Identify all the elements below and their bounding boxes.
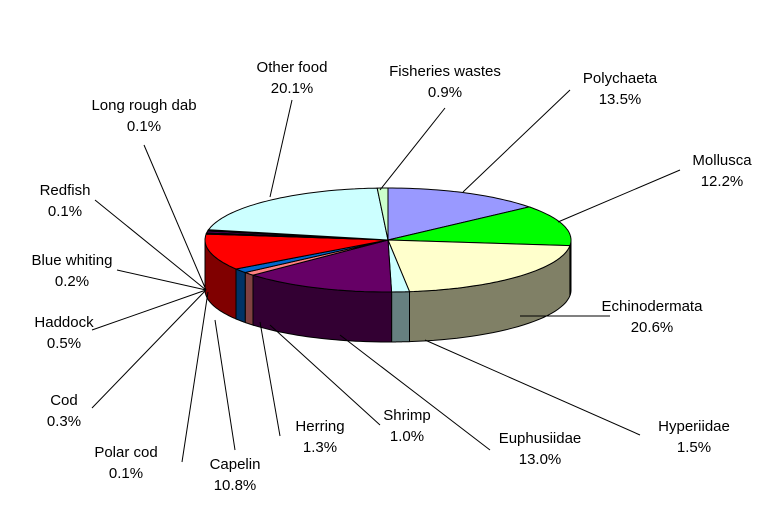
slice-name: Mollusca [692, 152, 752, 169]
data-label-echinodermata: Echinodermata 20.6% [602, 296, 703, 338]
leader-line [94, 199, 207, 291]
data-label-fisheries-wastes: Fisheries wastes 0.9% [389, 61, 501, 103]
slice-name: Echinodermata [601, 298, 703, 315]
slice-name: Blue whiting [31, 252, 113, 269]
slice-percent: 20.1% [270, 80, 314, 97]
slice-name: Shrimp [383, 407, 431, 424]
leader-line [259, 321, 281, 437]
slice-percent: 0.1% [47, 203, 83, 220]
slice-percent: 10.8% [213, 477, 257, 494]
pie-slice-other-food [207, 187, 389, 241]
slice-percent: 0.1% [126, 118, 162, 135]
data-label-haddock: Haddock 0.5% [34, 312, 93, 354]
slice-name: Haddock [34, 314, 94, 331]
leader-line [214, 319, 236, 451]
leader-line [116, 269, 207, 291]
data-label-shrimp: Shrimp 1.0% [383, 405, 431, 447]
slice-name: Polychaeta [582, 70, 658, 87]
slice-percent: 1.5% [676, 439, 712, 456]
slice-percent: 0.2% [54, 273, 90, 290]
slice-name: Herring [295, 418, 345, 435]
leader-line [143, 144, 207, 291]
pie-slice-fisheries-wastes [376, 187, 389, 241]
data-label-other-food: Other food 20.1% [257, 57, 328, 99]
pie-slice-capelin [204, 233, 389, 270]
slice-percent: 0.3% [46, 413, 82, 430]
slice-percent: 20.6% [630, 319, 674, 336]
data-label-herring: Herring 1.3% [295, 416, 344, 458]
pie-slice-mollusca [387, 206, 572, 247]
pie-slice-euphusiidae [251, 239, 393, 293]
pie-side-shrimp [244, 271, 254, 326]
pie-side-herring [235, 268, 246, 324]
slice-percent: 1.3% [302, 439, 338, 456]
slice-name: Euphusiidae [498, 430, 582, 447]
leader-line [181, 291, 209, 463]
data-label-redfish: Redfish 0.1% [40, 180, 91, 222]
slice-name: Polar cod [94, 444, 158, 461]
slice-name: Other food [256, 59, 328, 76]
data-label-euphusiidae: Euphusiidae 13.0% [499, 428, 582, 470]
data-label-mollusca: Mollusca 12.2% [692, 150, 751, 192]
data-label-capelin: Capelin 10.8% [210, 454, 261, 496]
leader-line [269, 324, 381, 426]
slice-name: Long rough dab [91, 97, 197, 114]
leader-line [462, 89, 571, 193]
slice-percent: 0.1% [108, 465, 144, 482]
slice-name: Fisheries wastes [389, 63, 501, 80]
data-label-polychaeta: Polychaeta 13.5% [583, 68, 657, 110]
leader-line [269, 99, 293, 198]
pie-slice-echinodermata [387, 239, 571, 293]
data-label-hyperiidae: Hyperiidae 1.5% [658, 416, 730, 458]
slice-percent: 13.0% [518, 451, 562, 468]
data-label-long-rough-dab: Long rough dab 0.1% [91, 95, 196, 137]
leader-line [424, 339, 641, 436]
pie-slice-polychaeta [387, 187, 532, 241]
data-label-blue-whiting: Blue whiting 0.2% [32, 250, 113, 292]
leader-line [91, 289, 207, 331]
leader-line [339, 334, 491, 451]
pie-side-hyperiidae [391, 291, 410, 343]
slice-percent: 1.0% [389, 428, 425, 445]
slice-percent: 0.9% [427, 84, 463, 101]
leader-line [91, 289, 207, 409]
slice-name: Hyperiidae [658, 418, 730, 435]
leader-line [379, 107, 446, 191]
leader-line [557, 169, 681, 223]
slice-percent: 0.5% [46, 335, 82, 352]
slice-percent: 12.2% [700, 173, 744, 190]
slice-name: Cod [50, 392, 78, 409]
data-label-cod: Cod 0.3% [47, 390, 81, 432]
slice-name: Redfish [39, 182, 91, 199]
data-label-polar-cod: Polar cod 0.1% [94, 442, 157, 484]
slice-name: Capelin [209, 456, 261, 473]
slice-percent: 13.5% [598, 91, 642, 108]
